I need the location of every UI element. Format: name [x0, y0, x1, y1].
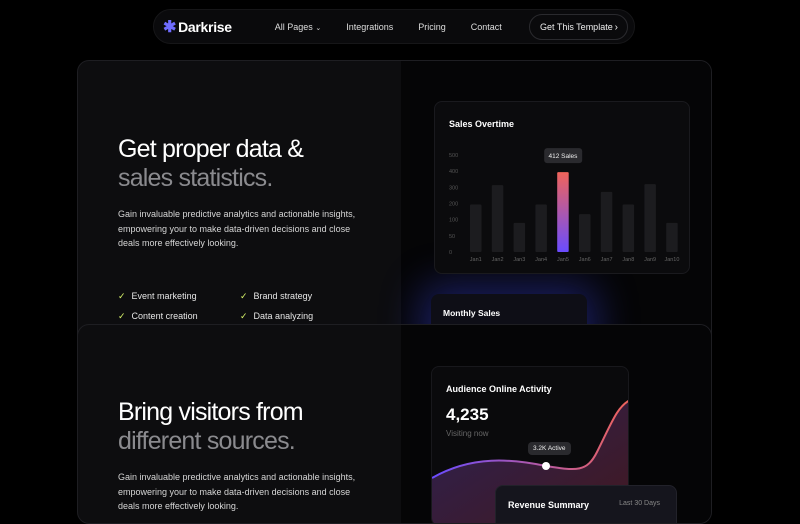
bar-Jan10[interactable]: [666, 222, 678, 252]
x-tick-label: Jan2: [492, 257, 504, 263]
x-tick-label: Jan1: [470, 257, 482, 263]
chart-title: Sales Overtime: [449, 119, 515, 129]
y-tick-label: 50: [449, 234, 455, 240]
section-title: Bring visitors from different sources.: [118, 398, 304, 456]
y-tick-label: 0: [449, 250, 452, 256]
active-point[interactable]: [542, 462, 550, 470]
feature-label: Event marketing: [131, 291, 197, 301]
nav-contact[interactable]: Contact: [470, 21, 502, 32]
bar-Jan5[interactable]: [557, 172, 569, 252]
title-line: Get proper data &: [118, 135, 304, 163]
nav-integrations[interactable]: Integrations: [346, 21, 394, 32]
feature-label: Data analyzing: [253, 311, 314, 321]
x-tick-label: Jan8: [622, 257, 634, 263]
feature-label: Content creation: [131, 311, 198, 321]
asterisk-logo-icon: ✱: [163, 18, 177, 36]
bar-Jan9[interactable]: [644, 184, 656, 252]
x-tick-label: Jan5: [557, 257, 569, 263]
audience-activity-card: Audience Online Activity 4,235 Visiting …: [431, 366, 629, 523]
sales-section-card: Get proper data & sales statistics. Gain …: [77, 60, 712, 360]
check-icon: ✓: [118, 311, 126, 321]
bar-Jan3[interactable]: [513, 222, 526, 252]
nav-link-label: All Pages: [274, 21, 313, 32]
visitor-subtitle: Visiting now: [446, 429, 489, 438]
sales-bar-chart: 0 50 100 200 300 400 500 Jan1 Jan2 Jan3 Jan4 Jan5 41…: [449, 148, 679, 263]
card-title: Revenue Summary: [508, 500, 590, 510]
feature-item: ✓ Data analyzing: [240, 311, 313, 322]
nav-pricing[interactable]: Pricing: [418, 21, 446, 32]
bar-Jan8[interactable]: [622, 204, 635, 252]
card-title: Monthly Sales: [443, 308, 501, 318]
y-tick-label: 200: [449, 202, 458, 208]
y-tick-label: 500: [449, 153, 458, 159]
bar-tooltip-label: 412 Sales: [548, 153, 578, 160]
brand-logo[interactable]: ✱ Darkrise: [163, 17, 232, 37]
x-tick-label: Jan4: [535, 257, 547, 263]
revenue-summary-card: Revenue Summary Last 30 Days: [495, 485, 677, 523]
bar-Jan6[interactable]: [579, 214, 591, 252]
bar-tooltip: [544, 148, 583, 164]
cta-label: Get This Template: [540, 22, 613, 32]
title-line-dim: different sources.: [118, 427, 296, 455]
chevron-right-icon: ›: [614, 21, 618, 33]
visitor-count: 4,235: [446, 405, 489, 424]
date-range[interactable]: Last 30 Days: [619, 500, 660, 507]
x-tick-label: Jan9: [644, 257, 656, 263]
section-description: Gain invaluable predictive analytics and…: [118, 209, 356, 248]
bar-Jan4[interactable]: [535, 204, 547, 252]
sales-overtime-card: Sales Overtime 0 50 100 200 300 400 500 Jan1 Jan…: [434, 101, 690, 274]
x-tick-label: Jan3: [513, 257, 525, 263]
check-icon: ✓: [240, 291, 248, 301]
y-tick-label: 400: [449, 169, 458, 175]
card-title: Audience Online Activity: [446, 384, 552, 394]
section-title: Get proper data & sales statistics.: [118, 135, 304, 193]
x-tick-label: Jan10: [664, 257, 679, 263]
check-icon: ✓: [240, 311, 248, 321]
title-line-dim: sales statistics.: [118, 164, 273, 192]
visitors-section-card: Bring visitors from different sources. Ga…: [77, 324, 712, 524]
y-tick-label: 300: [449, 185, 458, 191]
nav-all-pages[interactable]: All Pages ⌄: [275, 22, 321, 32]
title-line: Bring visitors from: [118, 398, 304, 426]
x-tick-label: Jan6: [579, 257, 591, 263]
brand-name: Darkrise: [178, 18, 232, 35]
feature-item: ✓ Brand strategy: [240, 291, 312, 302]
chevron-down-icon: ⌄: [315, 24, 322, 32]
section-description: Gain invaluable predictive analytics and…: [118, 472, 356, 511]
get-template-button[interactable]: Get This Template ›: [529, 14, 628, 40]
feature-item: ✓ Event marketing: [118, 291, 197, 302]
bar-Jan7[interactable]: [600, 191, 613, 252]
feature-label: Brand strategy: [253, 291, 313, 301]
feature-item: ✓ Content creation: [118, 311, 198, 322]
check-icon: ✓: [118, 291, 126, 301]
top-nav: ✱ Darkrise All Pages ⌄ Integrations Prici…: [153, 9, 635, 44]
bar-Jan1[interactable]: [470, 204, 482, 252]
y-tick-label: 100: [449, 218, 458, 224]
bar-Jan2[interactable]: [491, 185, 504, 252]
activity-line: [432, 400, 628, 479]
x-tick-label: Jan7: [601, 257, 613, 263]
active-tooltip: 3.2K Active: [528, 442, 571, 455]
